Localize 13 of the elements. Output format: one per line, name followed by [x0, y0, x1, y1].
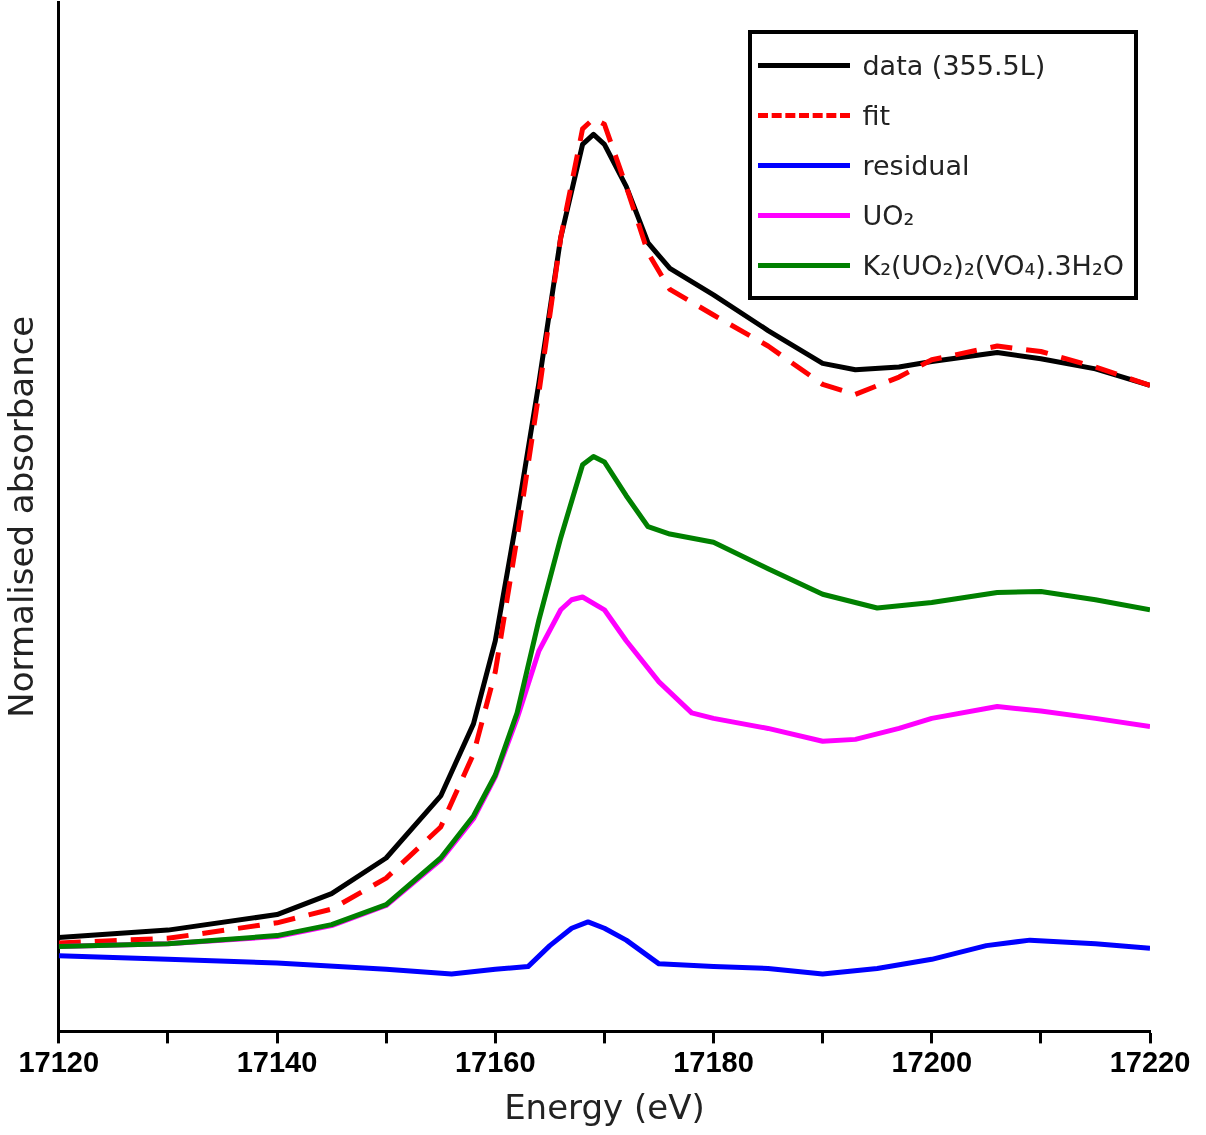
legend-label: data (355.5L) [862, 49, 1046, 81]
legend-label: K₂(UO₂)₂(VO₄).3H₂O [862, 249, 1124, 281]
x-axis-title: Energy (eV) [504, 1087, 705, 1128]
x-tick-label: 17120 [18, 1045, 100, 1078]
x-tick-label: 17140 [236, 1045, 318, 1078]
legend-label: fit [862, 99, 891, 131]
x-tick-label: 17180 [673, 1045, 754, 1078]
y-axis-title: Normalised absorbance [1, 315, 42, 718]
x-tick-label: 17220 [1109, 1045, 1191, 1078]
x-tick-label: 17200 [891, 1045, 973, 1078]
legend-label: UO₂ [862, 199, 915, 231]
legend-label: residual [862, 149, 970, 181]
x-tick-label: 17160 [454, 1045, 536, 1078]
